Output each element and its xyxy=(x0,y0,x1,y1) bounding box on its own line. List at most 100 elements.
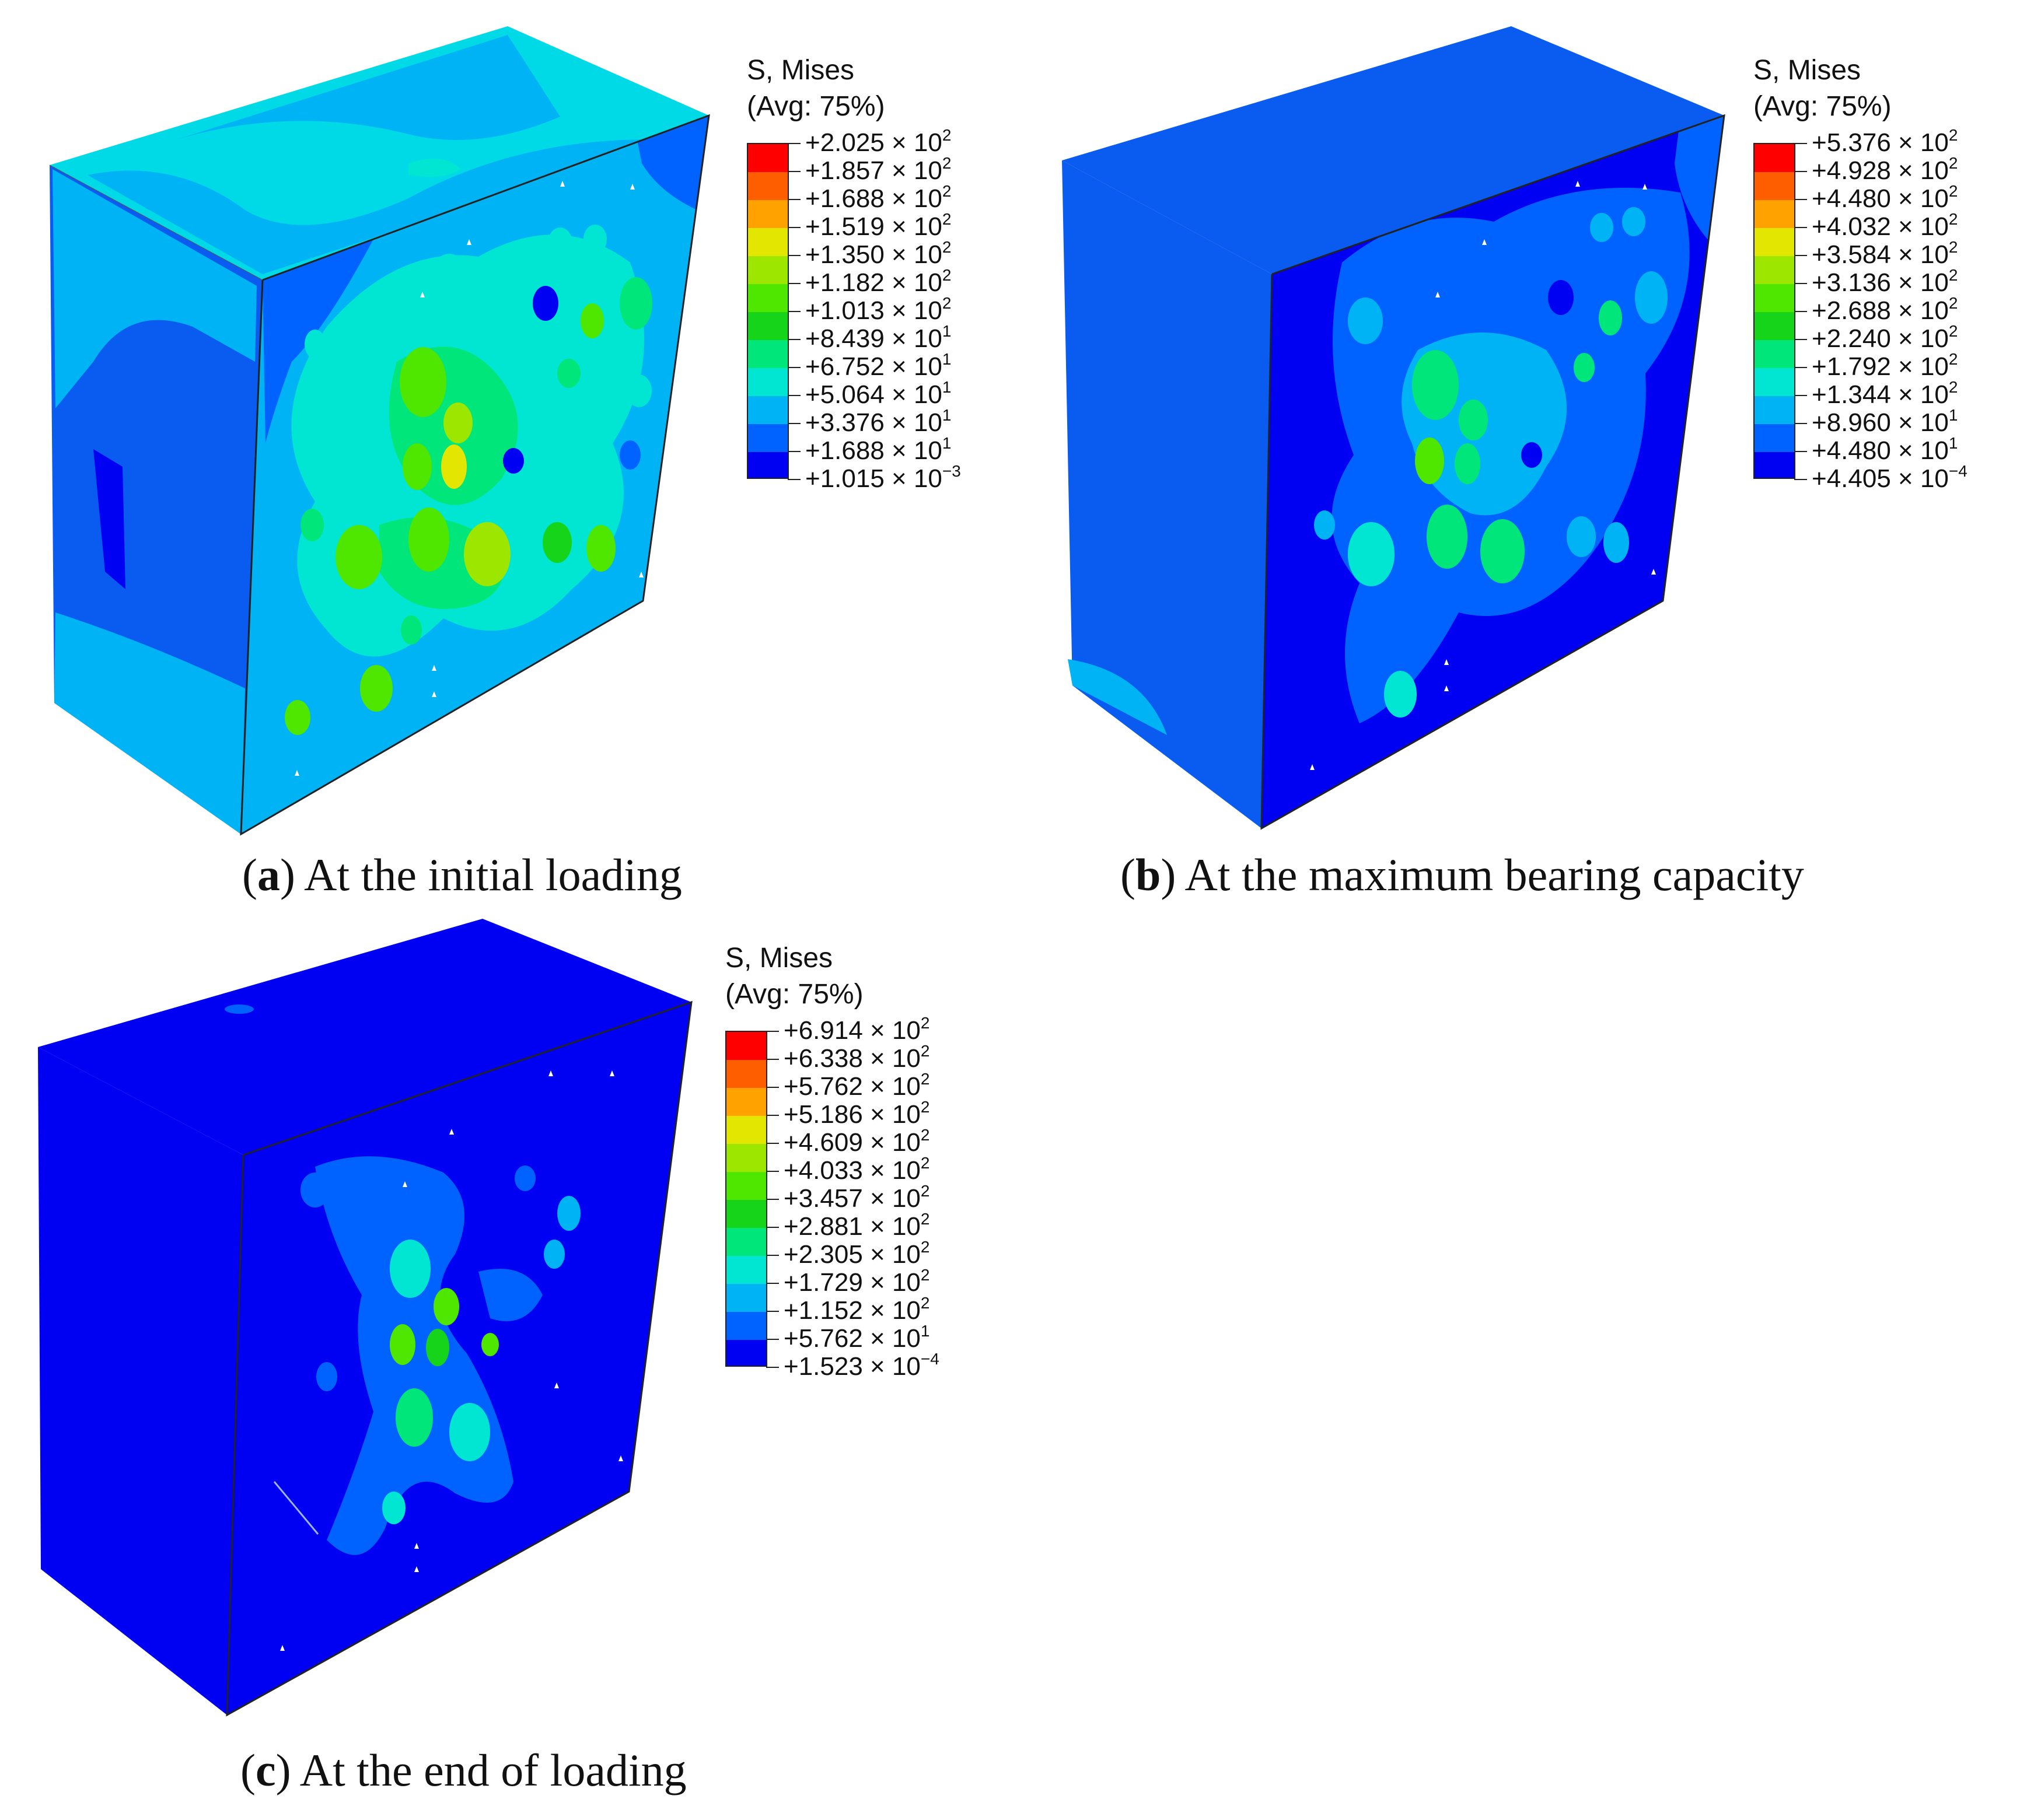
legend-a-level-label: +1.688 × 101 xyxy=(805,434,952,465)
legend-a-level-label: +8.439 × 101 xyxy=(805,323,951,353)
legend-level-exponent: 2 xyxy=(942,238,952,256)
legend-b-tick xyxy=(1794,479,1807,480)
model-a-marker xyxy=(295,770,299,776)
legend-c-level-label: +5.762 × 102 xyxy=(784,1071,929,1101)
legend-c-level-label: +4.033 × 102 xyxy=(784,1155,929,1185)
model-b-inclusion xyxy=(1459,400,1488,440)
legend-a-tick xyxy=(788,227,801,228)
model-b-left-band xyxy=(1068,659,1167,735)
legend-c-color-cell xyxy=(726,1116,766,1144)
legend-a-tick xyxy=(788,143,801,144)
legend-a-colorbar xyxy=(747,143,789,479)
legend-level-mantissa: +1.350 × 10 xyxy=(805,240,942,269)
legend-c-level-label: +4.609 × 102 xyxy=(784,1127,929,1157)
legend-level-exponent: 2 xyxy=(1948,294,1958,312)
legend-a-level-label: +5.064 × 101 xyxy=(805,379,951,409)
legend-level-exponent: 2 xyxy=(1948,126,1958,144)
model-a-inclusion xyxy=(557,359,581,388)
legend-level-mantissa: +6.752 × 10 xyxy=(805,352,942,381)
legend-level-exponent: 2 xyxy=(920,1182,930,1200)
legend-level-exponent: 1 xyxy=(1948,434,1958,452)
legend-c-tick xyxy=(766,1059,779,1060)
legend-level-mantissa: +4.480 × 10 xyxy=(1812,184,1949,213)
legend-level-mantissa: +4.480 × 10 xyxy=(1812,436,1949,465)
legend-level-exponent: −4 xyxy=(920,1350,939,1368)
legend-level-exponent: 2 xyxy=(920,1294,930,1312)
model-c-inclusion xyxy=(515,1166,536,1191)
legend-level-mantissa: +8.439 × 10 xyxy=(805,324,942,353)
legend-b-tick xyxy=(1794,255,1807,256)
legend-level-exponent: −4 xyxy=(1948,462,1967,480)
legend-a-tick xyxy=(788,367,801,368)
model-b-inclusion xyxy=(1314,510,1335,540)
legend-level-exponent: 2 xyxy=(942,266,952,284)
model-a-marker xyxy=(630,184,635,190)
legend-c-level-label: +2.881 × 102 xyxy=(784,1211,929,1241)
model-b-marker xyxy=(1444,659,1449,665)
model-c-inclusion xyxy=(434,1288,459,1325)
legend-b-tick xyxy=(1794,283,1807,284)
legend-c-tick xyxy=(766,1367,779,1368)
model-a-marker xyxy=(639,572,644,578)
legend-level-exponent: 2 xyxy=(942,126,952,144)
legend-b-level-label: +2.688 × 102 xyxy=(1812,294,1958,325)
legend-level-mantissa: +3.136 × 10 xyxy=(1812,268,1949,297)
legend-c-tick xyxy=(766,1227,779,1228)
model-c-front-blue-region xyxy=(478,1269,543,1321)
model-c xyxy=(38,919,693,1717)
caption-c: (c) At the end of loading xyxy=(240,1745,687,1796)
legend-b-color-cell xyxy=(1755,340,1794,368)
legend-level-mantissa: +3.457 × 10 xyxy=(784,1184,921,1213)
model-a-inclusion xyxy=(300,509,324,541)
model-c-inclusion xyxy=(544,1240,565,1269)
legend-c-color-cell xyxy=(726,1312,766,1340)
legend-c-level-label: +5.186 × 102 xyxy=(784,1099,929,1129)
legend-level-mantissa: +4.033 × 10 xyxy=(784,1156,921,1185)
legend-a-tick xyxy=(788,171,801,172)
model-a-marker xyxy=(432,665,436,671)
legend-c-tick xyxy=(766,1143,779,1144)
model-c-marker xyxy=(280,1645,285,1651)
model-c-inclusion xyxy=(449,1403,490,1461)
legend-level-exponent: 1 xyxy=(942,434,952,452)
model-a-inclusion xyxy=(543,522,572,563)
legend-b-tick xyxy=(1794,339,1807,340)
model-b-inclusion xyxy=(1415,438,1444,484)
model-a-inclusion xyxy=(533,286,558,321)
legend-a-tick xyxy=(788,255,801,256)
model-a xyxy=(49,26,710,836)
legend-a-tick xyxy=(788,395,801,396)
legend-c-level-label: +5.762 × 101 xyxy=(784,1322,930,1353)
caption-a-letter: a xyxy=(257,849,280,900)
legend-a-level-label: +1.013 × 102 xyxy=(805,295,951,325)
legend-level-exponent: 1 xyxy=(920,1322,930,1340)
legend-b-color-cell xyxy=(1755,200,1794,228)
legend-level-mantissa: +1.688 × 10 xyxy=(805,184,942,213)
model-b-inclusion xyxy=(1574,353,1595,382)
legend-b-level-label: +4.480 × 102 xyxy=(1812,183,1958,213)
legend-c-color-cell xyxy=(726,1088,766,1116)
legend-level-mantissa: +5.762 × 10 xyxy=(784,1324,921,1353)
model-a-left-band xyxy=(53,169,257,408)
legend-a-level-label: +1.182 × 102 xyxy=(805,266,952,297)
model-c-marker xyxy=(414,1566,419,1572)
model-a-front-blue-region xyxy=(263,239,373,443)
legend-b-level-label: +2.240 × 102 xyxy=(1812,323,1958,353)
caption-b-text: At the maximum bearing capacity xyxy=(1184,849,1804,900)
legend-a-color-cell xyxy=(748,256,788,284)
model-c-marker xyxy=(554,1382,559,1388)
legend-a-subtitle: (Avg: 75%) xyxy=(747,91,885,122)
legend-b-tick xyxy=(1794,423,1807,424)
legend-level-mantissa: +5.186 × 10 xyxy=(784,1100,921,1129)
model-b-inclusion xyxy=(1567,516,1596,557)
model-a-inclusion xyxy=(581,303,604,338)
model-a-top-band xyxy=(175,35,560,140)
model-b-inclusion xyxy=(1455,443,1480,484)
legend-b-color-cell xyxy=(1755,228,1794,256)
model-b-left-face xyxy=(1062,160,1272,828)
legend-a-level-label: +6.752 × 101 xyxy=(805,351,951,381)
legend-b-subtitle: (Avg: 75%) xyxy=(1753,91,1892,122)
model-a-inclusion xyxy=(408,508,449,572)
legend-b-level-label: +1.792 × 102 xyxy=(1812,351,1958,381)
